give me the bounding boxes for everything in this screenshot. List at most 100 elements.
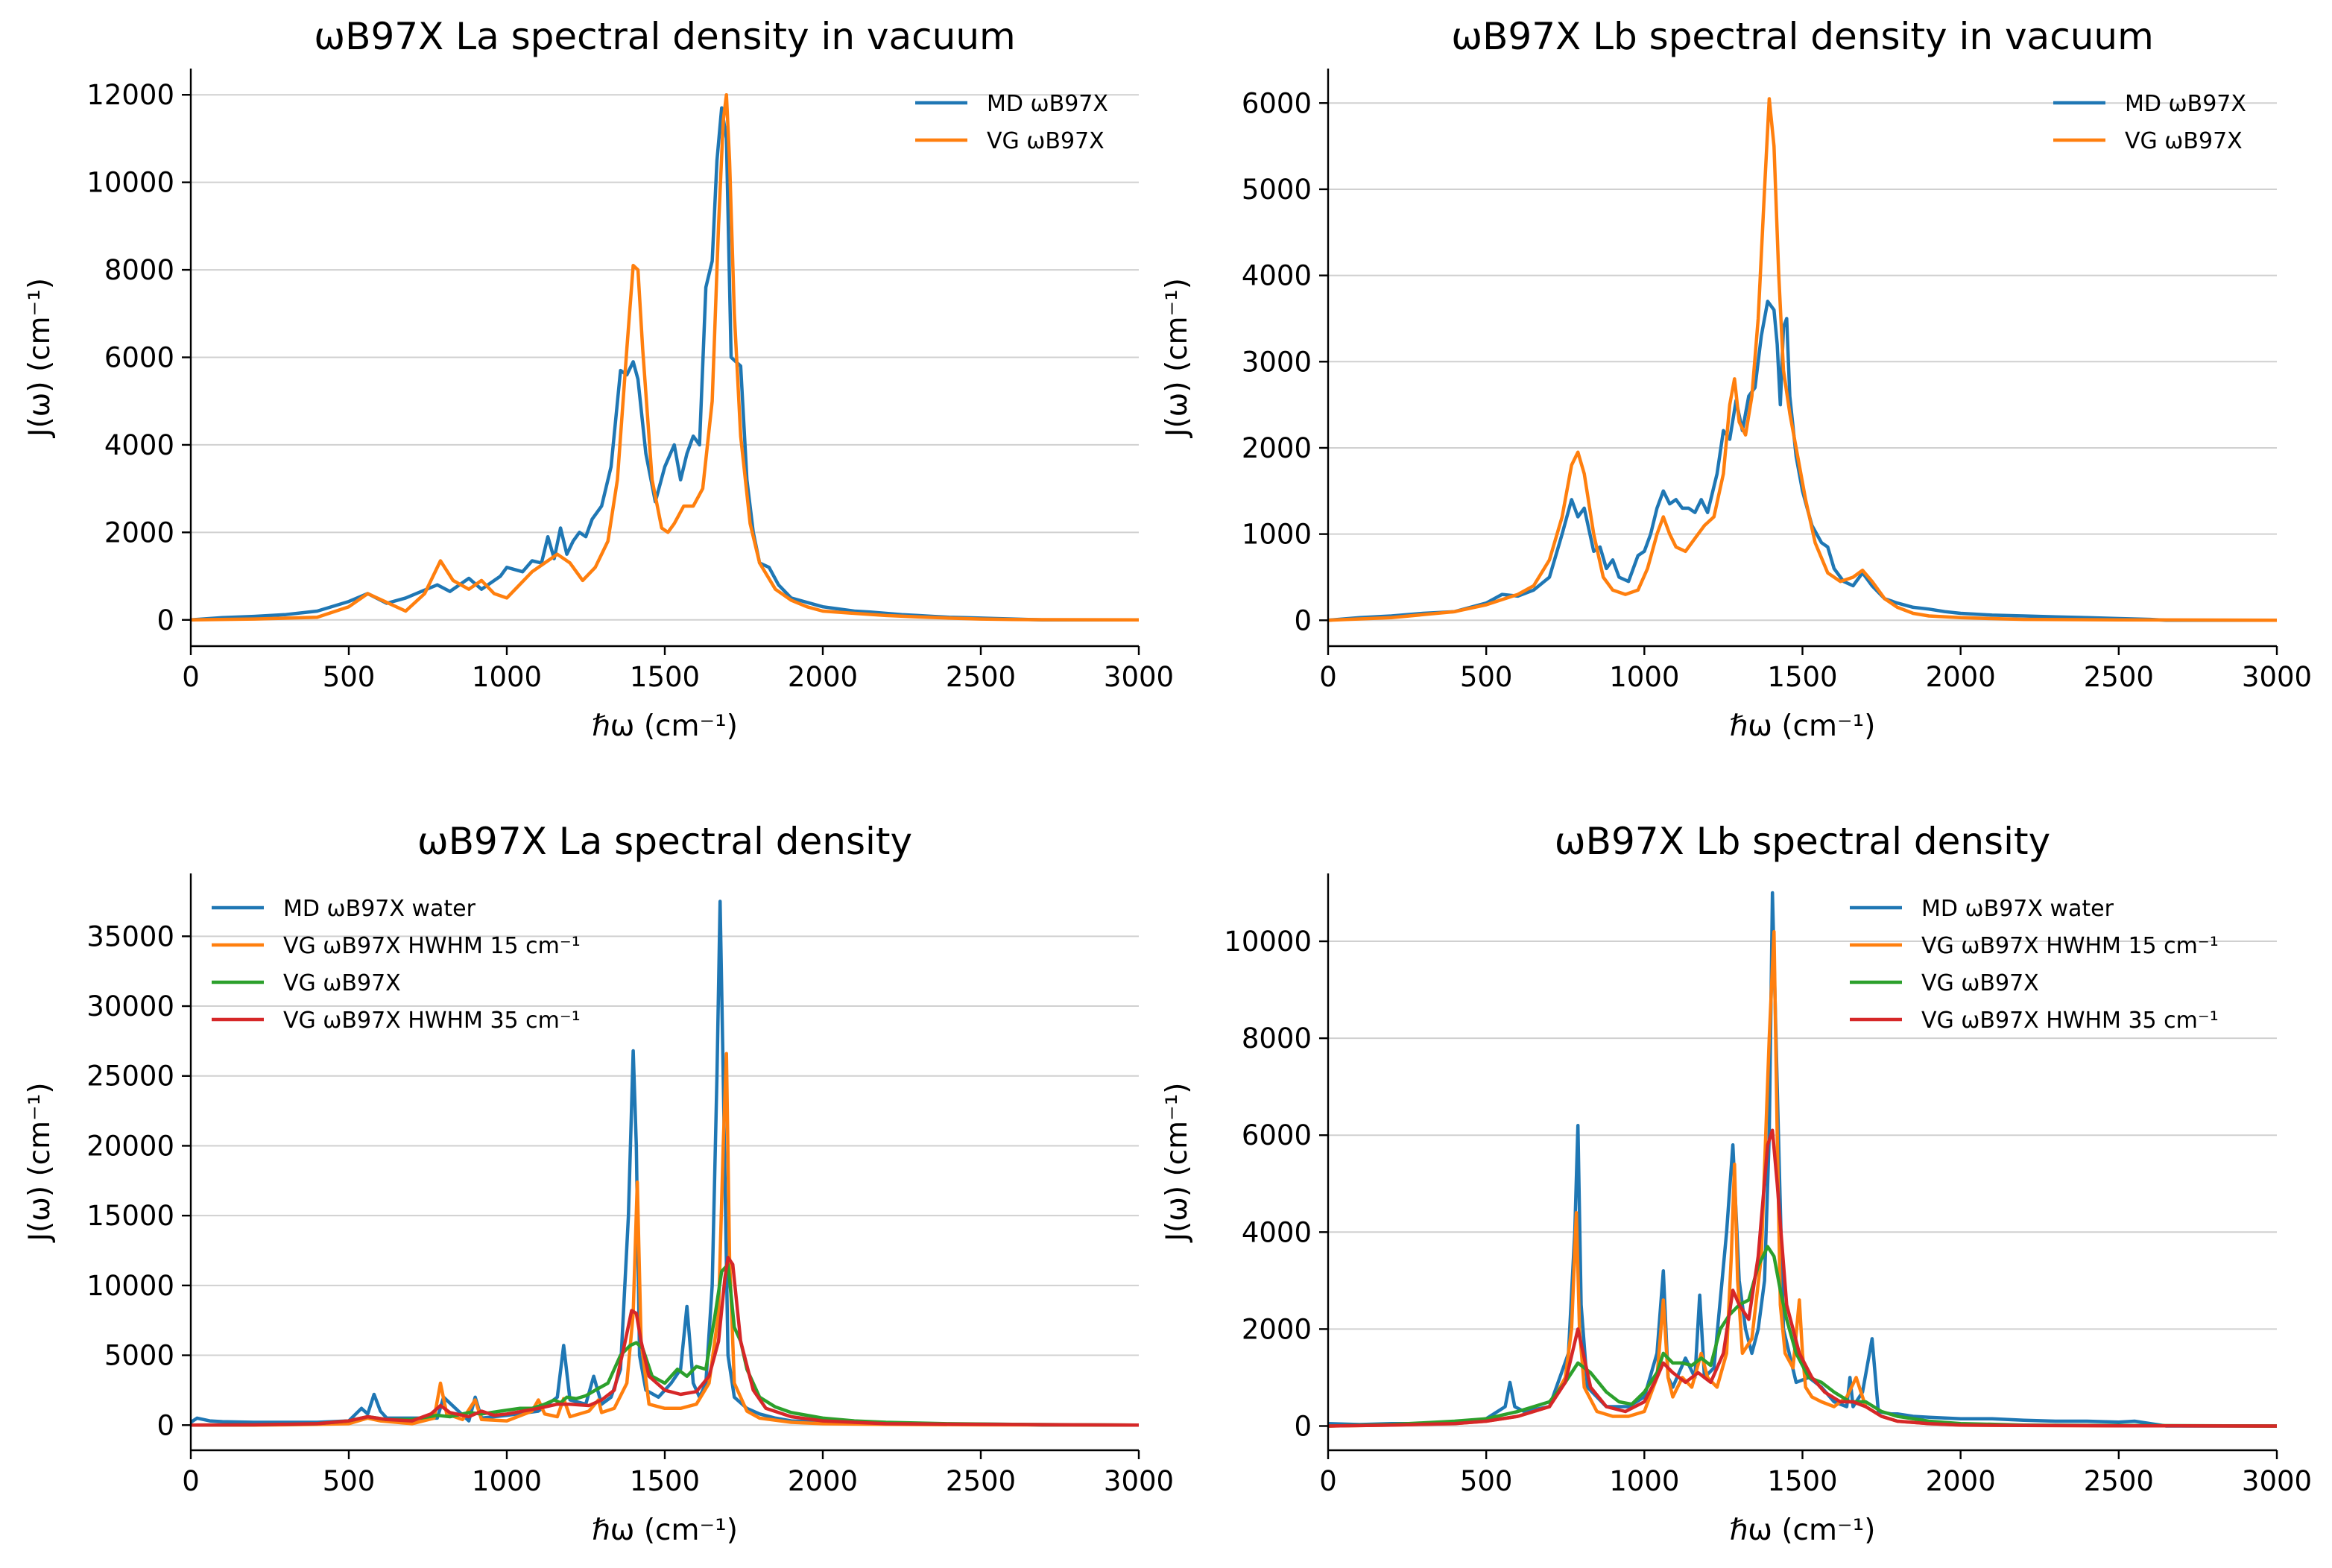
y-tick-label: 25000 bbox=[86, 1060, 174, 1093]
y-tick-label: 20000 bbox=[86, 1130, 174, 1162]
x-tick-label: 0 bbox=[182, 661, 200, 693]
legend-label: VG ωB97X bbox=[283, 970, 401, 996]
x-tick-label: 3000 bbox=[2242, 661, 2312, 693]
y-tick-label: 2000 bbox=[104, 516, 174, 549]
y-tick-label: 5000 bbox=[1242, 174, 1312, 206]
x-axis-label: ℏω (cm⁻¹) bbox=[592, 1514, 738, 1547]
series-line bbox=[1328, 891, 2277, 1428]
y-tick-label: 0 bbox=[1294, 1410, 1312, 1442]
y-axis-label: J(ω) (cm⁻¹) bbox=[23, 278, 57, 439]
x-tick-label: 3000 bbox=[1104, 1465, 1174, 1497]
x-tick-label: 2000 bbox=[1926, 1465, 1996, 1497]
panel-la-vacuum: ωB97X La spectral density in vacuum ℏω (… bbox=[23, 15, 1174, 743]
legend-label: VG ωB97X HWHM 35 cm⁻¹ bbox=[283, 1008, 581, 1034]
y-tick-label: 3000 bbox=[1242, 346, 1312, 378]
series-line bbox=[1328, 97, 2277, 622]
series-group bbox=[1328, 97, 2277, 622]
x-tick-label: 1000 bbox=[1609, 661, 1679, 693]
x-tick-label: 1500 bbox=[1767, 1465, 1837, 1497]
x-tick-label: 2000 bbox=[1926, 661, 1996, 693]
series-line bbox=[191, 1262, 1139, 1427]
x-tick-label: 2000 bbox=[788, 1465, 858, 1497]
y-tick-label: 4000 bbox=[1242, 260, 1312, 292]
series-line bbox=[191, 1256, 1139, 1427]
legend-label: MD ωB97X water bbox=[283, 896, 476, 922]
y-tick-label: 8000 bbox=[104, 254, 174, 286]
legend-label: VG ωB97X HWHM 15 cm⁻¹ bbox=[283, 933, 581, 959]
legend-label: MD ωB97X bbox=[2125, 91, 2246, 117]
panel-title: ωB97X La spectral density bbox=[417, 820, 912, 863]
y-tick-label: 10000 bbox=[86, 1270, 174, 1302]
panel-lb-water: ωB97X Lb spectral density ℏω (cm⁻¹) J(ω)… bbox=[1160, 820, 2312, 1547]
series-line bbox=[1328, 1245, 2277, 1428]
y-tick-label: 6000 bbox=[1242, 1119, 1312, 1151]
panel-lb-vacuum: ωB97X Lb spectral density in vacuum ℏω (… bbox=[1160, 15, 2312, 743]
y-tick-label: 5000 bbox=[104, 1340, 174, 1372]
x-tick-label: 2000 bbox=[788, 661, 858, 693]
y-tick-label: 4000 bbox=[104, 429, 174, 461]
x-tick-label: 500 bbox=[323, 1465, 376, 1497]
x-tick-label: 500 bbox=[323, 661, 376, 693]
y-axis-label: J(ω) (cm⁻¹) bbox=[23, 1082, 57, 1243]
y-tick-label: 10000 bbox=[86, 167, 174, 199]
legend-label: VG ωB97X HWHM 35 cm⁻¹ bbox=[1921, 1008, 2219, 1034]
series-line bbox=[191, 1052, 1139, 1427]
legend: MD ωB97X water VG ωB97X HWHM 15 cm⁻¹ VG ωB… bbox=[1850, 896, 2219, 1034]
series-line bbox=[191, 106, 1139, 622]
legend-label: VG ωB97X bbox=[1921, 970, 2039, 996]
series-group bbox=[191, 92, 1139, 622]
x-tick-label: 0 bbox=[1319, 661, 1337, 693]
y-tick-label: 35000 bbox=[86, 920, 174, 952]
legend-label: MD ωB97X bbox=[987, 91, 1108, 117]
x-axis-label: ℏω (cm⁻¹) bbox=[1730, 1514, 1876, 1547]
x-tick-label: 0 bbox=[182, 1465, 200, 1497]
legend-label: VG ωB97X bbox=[987, 128, 1105, 154]
series-line bbox=[1328, 929, 2277, 1428]
x-axis-label: ℏω (cm⁻¹) bbox=[592, 709, 738, 743]
x-axis-label: ℏω (cm⁻¹) bbox=[1730, 709, 1876, 743]
y-tick-label: 8000 bbox=[1242, 1022, 1312, 1055]
series-group bbox=[1328, 891, 2277, 1428]
y-tick-label: 30000 bbox=[86, 990, 174, 1022]
series-line bbox=[1328, 300, 2277, 622]
legend-label: MD ωB97X water bbox=[1921, 896, 2114, 922]
x-tick-label: 500 bbox=[1460, 1465, 1513, 1497]
series-line bbox=[1328, 1128, 2277, 1428]
y-tick-label: 12000 bbox=[86, 79, 174, 111]
x-tick-label: 3000 bbox=[1104, 661, 1174, 693]
x-tick-label: 2500 bbox=[2084, 1465, 2154, 1497]
y-tick-label: 4000 bbox=[1242, 1216, 1312, 1248]
x-tick-label: 1000 bbox=[1609, 1465, 1679, 1497]
series-group bbox=[191, 900, 1139, 1427]
x-tick-label: 2500 bbox=[2084, 661, 2154, 693]
y-tick-label: 2000 bbox=[1242, 432, 1312, 464]
x-tick-label: 2500 bbox=[946, 661, 1016, 693]
y-tick-label: 2000 bbox=[1242, 1313, 1312, 1345]
y-axis-label: J(ω) (cm⁻¹) bbox=[1160, 1082, 1194, 1243]
x-tick-label: 1000 bbox=[472, 1465, 542, 1497]
panel-title: ωB97X Lb spectral density in vacuum bbox=[1451, 15, 2154, 58]
legend: MD ωB97X water VG ωB97X HWHM 15 cm⁻¹ VG ωB… bbox=[212, 896, 581, 1034]
y-tick-label: 1000 bbox=[1242, 519, 1312, 551]
y-tick-label: 15000 bbox=[86, 1200, 174, 1232]
legend-label: VG ωB97X HWHM 15 cm⁻¹ bbox=[1921, 933, 2219, 959]
x-tick-label: 3000 bbox=[2242, 1465, 2312, 1497]
panel-title: ωB97X La spectral density in vacuum bbox=[314, 15, 1015, 58]
y-tick-label: 0 bbox=[157, 1409, 174, 1441]
x-tick-label: 500 bbox=[1460, 661, 1513, 693]
panel-la-water: ωB97X La spectral density ℏω (cm⁻¹) J(ω)… bbox=[23, 820, 1174, 1547]
y-tick-label: 0 bbox=[157, 604, 174, 636]
x-tick-label: 1500 bbox=[1767, 661, 1837, 693]
panel-title: ωB97X Lb spectral density bbox=[1555, 820, 2050, 863]
x-tick-label: 1000 bbox=[472, 661, 542, 693]
y-tick-label: 10000 bbox=[1224, 926, 1312, 958]
x-tick-label: 2500 bbox=[946, 1465, 1016, 1497]
series-line bbox=[191, 92, 1139, 622]
x-tick-label: 1500 bbox=[630, 661, 700, 693]
y-tick-label: 6000 bbox=[1242, 87, 1312, 119]
y-tick-label: 0 bbox=[1294, 604, 1312, 636]
series-line bbox=[191, 900, 1139, 1427]
x-tick-label: 0 bbox=[1319, 1465, 1337, 1497]
y-axis-label: J(ω) (cm⁻¹) bbox=[1160, 278, 1194, 439]
